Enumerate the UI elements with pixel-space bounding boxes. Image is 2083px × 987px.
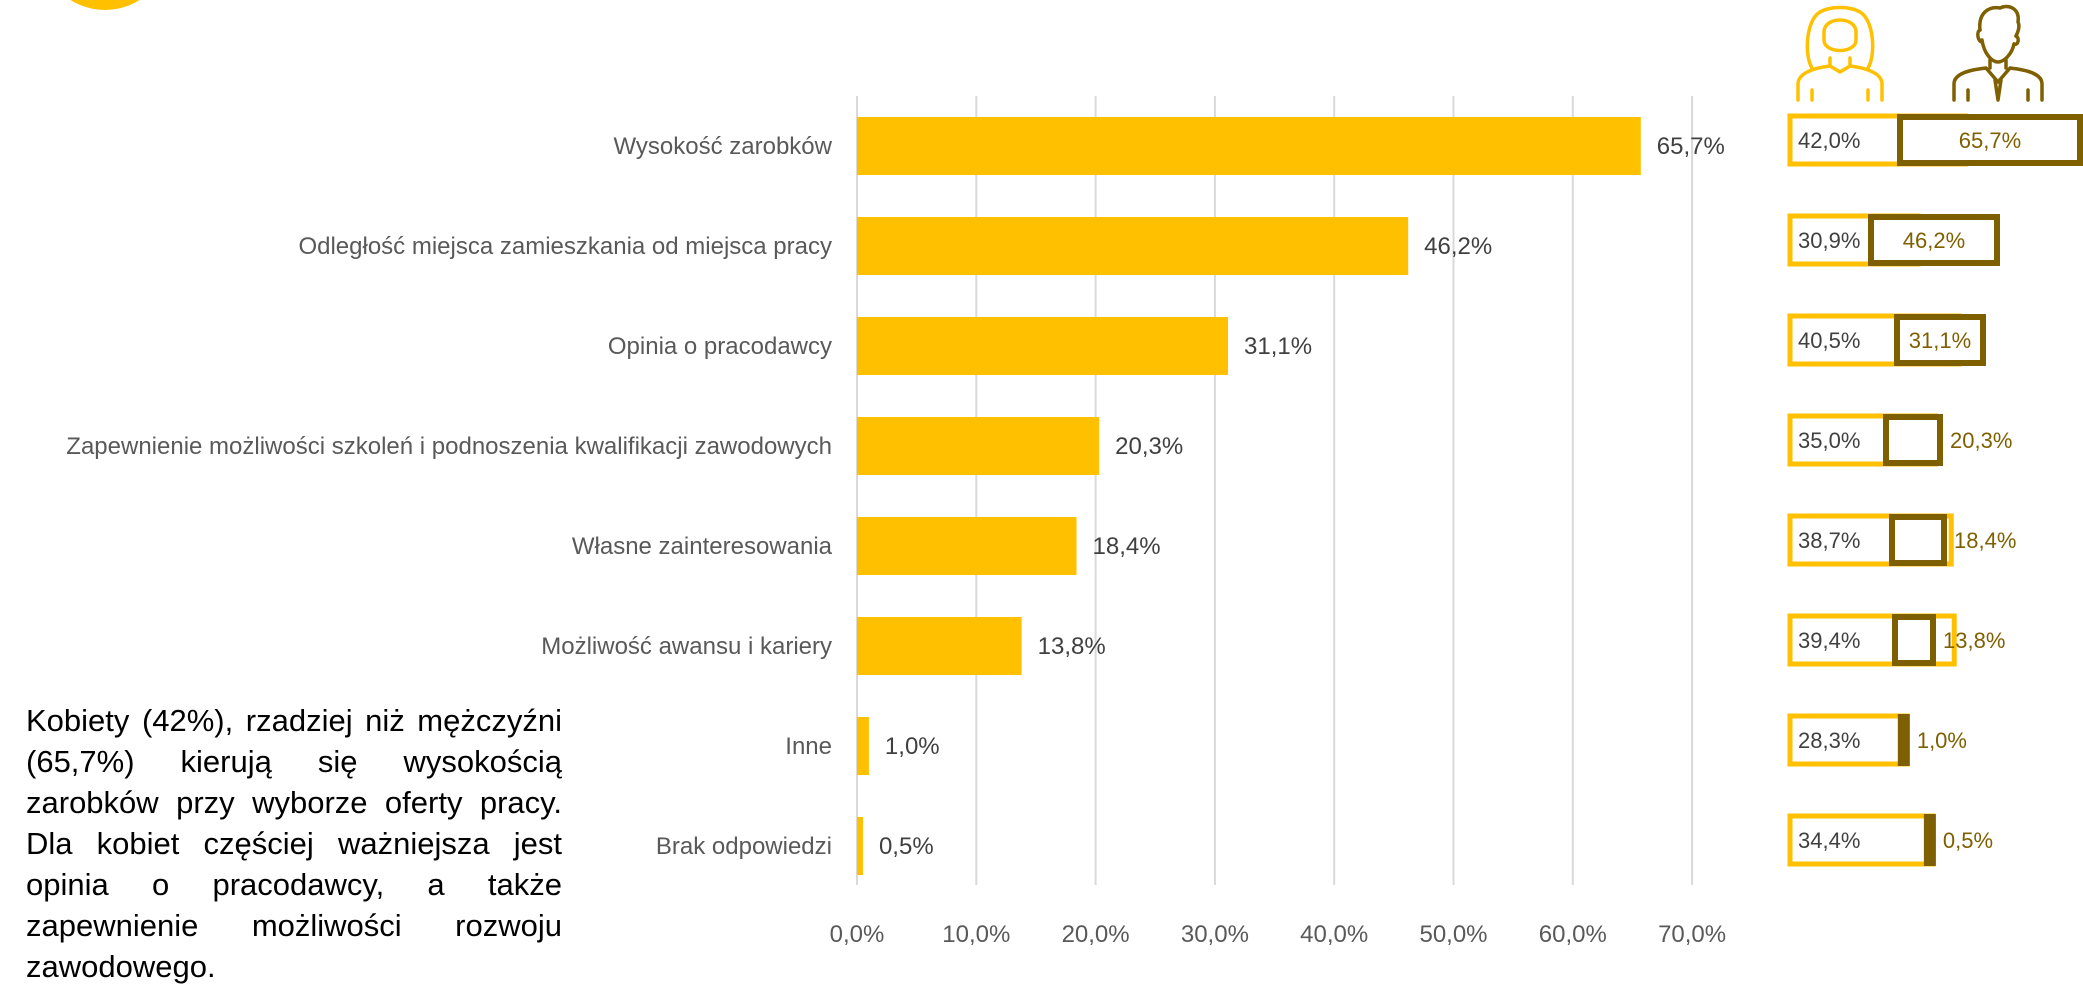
woman-icon	[1796, 5, 1884, 102]
category-label: Inne	[785, 733, 832, 760]
men-bar	[1897, 114, 2083, 166]
bar-value-label: 65,7%	[1657, 133, 1725, 160]
bar-value-label: 20,3%	[1115, 433, 1183, 460]
men-bar	[1892, 614, 1936, 666]
gender-comparison-bars: 42,0% 65,7% 30,9% 46,2% 40,5% 31,1% 35,0% 20,3%…	[1787, 113, 2083, 867]
category-label: Brak odpowiedzi	[656, 833, 832, 860]
x-tick-label: 10,0%	[942, 921, 1010, 948]
bar	[857, 317, 1229, 375]
men-value-label: 65,7%	[1959, 128, 2021, 153]
men-bar	[1897, 714, 1910, 766]
women-value-label: 42,0%	[1798, 128, 1860, 153]
x-axis-ticks: 0,0% 10,0% 20,0% 30,0% 40,0% 50,0% 60,0% 70,0%	[830, 921, 1726, 948]
men-bar	[1894, 314, 1986, 366]
x-tick-label: 40,0%	[1300, 921, 1368, 948]
women-value-label: 30,9%	[1798, 228, 1860, 253]
category-label: Odległość miejsca zamieszkania od miejsc…	[298, 233, 832, 260]
grid-lines	[856, 96, 1694, 885]
women-value-label: 39,4%	[1798, 628, 1860, 653]
bar-value-label: 13,8%	[1038, 633, 1106, 660]
category-label: Opinia o pracodawcy	[608, 333, 832, 360]
men-value-label: 20,3%	[1950, 428, 2012, 453]
category-label: Zapewnienie możliwości szkoleń i podnosz…	[66, 433, 832, 460]
x-tick-label: 50,0%	[1419, 921, 1487, 948]
main-bars	[857, 117, 1641, 875]
men-value-label: 1,0%	[1917, 728, 1967, 753]
x-tick-label: 0,0%	[830, 921, 885, 948]
women-bar	[1787, 713, 1910, 767]
men-bar	[1883, 414, 1943, 466]
category-labels: Wysokość zarobków Odległość miejsca zamie…	[66, 133, 832, 860]
bar-value-label: 46,2%	[1424, 233, 1492, 260]
bar	[857, 717, 869, 775]
category-label: Możliwość awansu i kariery	[541, 633, 832, 660]
men-bar	[1923, 814, 1936, 866]
bar-value-label: 31,1%	[1244, 333, 1312, 360]
bar	[857, 617, 1022, 675]
x-tick-label: 20,0%	[1062, 921, 1130, 948]
bar-value-label: 0,5%	[879, 833, 934, 860]
women-value-label: 28,3%	[1798, 728, 1860, 753]
bar	[857, 817, 863, 875]
men-value-label: 31,1%	[1909, 328, 1971, 353]
bar	[857, 517, 1077, 575]
category-label: Własne zainteresowania	[572, 533, 833, 560]
men-bar	[1889, 514, 1947, 566]
women-value-label: 35,0%	[1798, 428, 1860, 453]
logo-circle	[40, 0, 170, 10]
man-icon	[1952, 4, 2044, 102]
bar	[857, 217, 1409, 275]
summary-text: Kobiety (42%), rzadziej niż mężczyźni (6…	[26, 703, 562, 984]
men-bar	[1868, 214, 2000, 266]
women-bar	[1787, 813, 1936, 867]
value-labels: 65,7% 46,2% 31,1% 20,3% 18,4% 13,8% 1,0% 0,5%	[879, 133, 1725, 860]
women-value-label: 34,4%	[1798, 828, 1860, 853]
men-value-label: 0,5%	[1943, 828, 1993, 853]
x-tick-label: 70,0%	[1658, 921, 1726, 948]
category-label: Wysokość zarobków	[613, 133, 832, 160]
bar	[857, 117, 1641, 175]
bar-value-label: 18,4%	[1093, 533, 1161, 560]
men-value-label: 13,8%	[1943, 628, 2005, 653]
bar	[857, 417, 1100, 475]
x-tick-label: 60,0%	[1539, 921, 1607, 948]
men-value-label: 46,2%	[1903, 228, 1965, 253]
women-value-label: 38,7%	[1798, 528, 1860, 553]
men-value-label: 18,4%	[1954, 528, 2016, 553]
x-tick-label: 30,0%	[1181, 921, 1249, 948]
bar-value-label: 1,0%	[885, 733, 940, 760]
women-value-label: 40,5%	[1798, 328, 1860, 353]
